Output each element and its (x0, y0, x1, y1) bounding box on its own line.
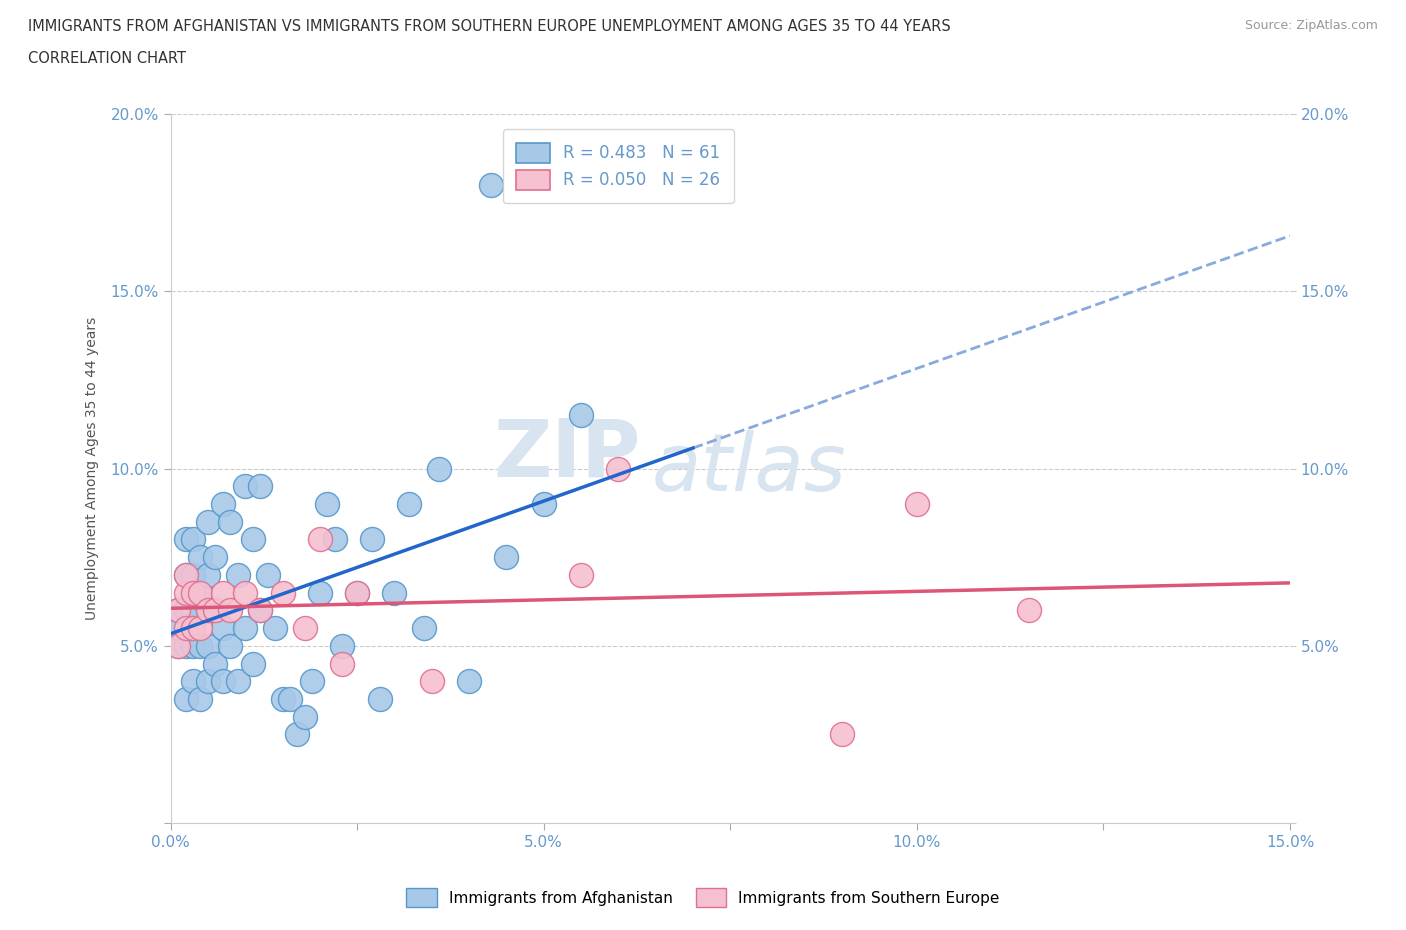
Point (174, 585, 197, 600)
Point (211, 497, 233, 512)
Point (181, 674, 204, 689)
Point (1018, 603, 1040, 618)
Point (197, 674, 219, 689)
Point (533, 497, 555, 512)
Point (167, 638, 190, 653)
Point (167, 620, 190, 635)
Point (219, 638, 242, 653)
Point (167, 603, 190, 618)
Point (226, 567, 249, 582)
Point (346, 585, 368, 600)
Point (569, 408, 592, 423)
Point (271, 585, 294, 600)
Point (204, 656, 226, 671)
Point (346, 585, 368, 600)
Point (264, 620, 287, 635)
Point (420, 674, 443, 689)
Point (233, 479, 256, 494)
Point (242, 532, 264, 547)
Point (167, 603, 190, 618)
Point (197, 638, 219, 653)
Point (316, 497, 339, 512)
Point (204, 550, 226, 565)
Point (181, 638, 204, 653)
Point (308, 532, 330, 547)
Point (181, 620, 204, 635)
Point (190, 692, 212, 707)
Point (308, 585, 330, 600)
Point (190, 620, 212, 635)
Point (204, 603, 226, 618)
Point (233, 585, 256, 600)
Text: ZIP: ZIP (494, 416, 641, 494)
Point (294, 710, 316, 724)
Point (831, 727, 853, 742)
Point (190, 638, 212, 653)
Point (905, 497, 928, 512)
Point (190, 550, 212, 565)
Point (294, 620, 316, 635)
Y-axis label: Unemployment Among Ages 35 to 44 years: Unemployment Among Ages 35 to 44 years (86, 317, 100, 620)
Point (242, 656, 264, 671)
Point (197, 567, 219, 582)
Point (233, 620, 256, 635)
Point (287, 727, 309, 742)
Point (361, 532, 384, 547)
Point (481, 178, 503, 193)
Point (197, 514, 219, 529)
Point (174, 603, 197, 618)
Text: CORRELATION CHART: CORRELATION CHART (28, 51, 186, 66)
Point (278, 692, 301, 707)
Legend: R = 0.483   N = 61, R = 0.050   N = 26: R = 0.483 N = 61, R = 0.050 N = 26 (503, 129, 734, 204)
Point (181, 585, 204, 600)
Point (181, 532, 204, 547)
Point (607, 461, 630, 476)
Point (219, 514, 242, 529)
Point (190, 585, 212, 600)
Point (330, 638, 353, 653)
Point (249, 603, 271, 618)
Point (211, 585, 233, 600)
Point (301, 674, 323, 689)
Point (167, 638, 190, 653)
Text: IMMIGRANTS FROM AFGHANISTAN VS IMMIGRANTS FROM SOUTHERN EUROPE UNEMPLOYMENT AMON: IMMIGRANTS FROM AFGHANISTAN VS IMMIGRANT… (28, 19, 950, 33)
Point (174, 692, 197, 707)
Text: Source: ZipAtlas.com: Source: ZipAtlas.com (1244, 19, 1378, 32)
Point (323, 532, 346, 547)
Point (174, 567, 197, 582)
Point (495, 550, 517, 565)
Point (256, 567, 278, 582)
Text: atlas: atlas (652, 430, 846, 508)
Legend: Immigrants from Afghanistan, Immigrants from Southern Europe: Immigrants from Afghanistan, Immigrants … (401, 883, 1005, 913)
Point (211, 620, 233, 635)
Point (427, 461, 450, 476)
Point (204, 603, 226, 618)
Point (181, 603, 204, 618)
Point (174, 567, 197, 582)
Point (226, 674, 249, 689)
Point (384, 585, 406, 600)
Point (413, 620, 436, 635)
Point (330, 656, 353, 671)
Point (190, 585, 212, 600)
Point (398, 497, 420, 512)
Point (458, 674, 481, 689)
Point (219, 603, 242, 618)
Point (249, 603, 271, 618)
Point (211, 674, 233, 689)
Point (174, 638, 197, 653)
Point (181, 567, 204, 582)
Point (249, 479, 271, 494)
Point (197, 603, 219, 618)
Point (174, 620, 197, 635)
Point (197, 603, 219, 618)
Point (569, 567, 592, 582)
Point (368, 692, 391, 707)
Point (174, 532, 197, 547)
Point (271, 692, 294, 707)
